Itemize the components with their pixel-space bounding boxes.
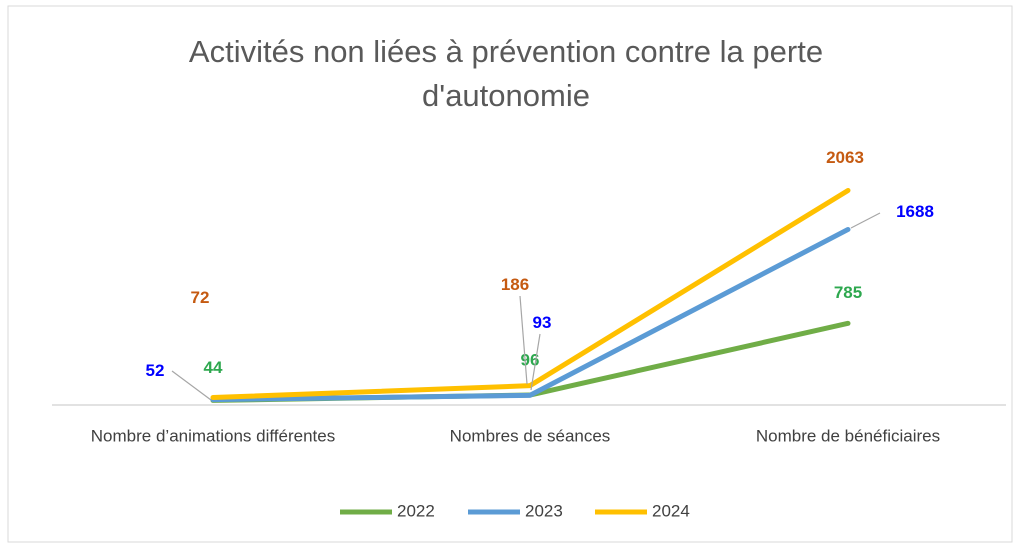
data-label: 93: [533, 313, 552, 332]
leader-line: [530, 333, 541, 391]
data-label: 52: [146, 361, 165, 380]
x-tick-label: Nombre de bénéficiaires: [756, 426, 940, 445]
legend-label: 2023: [525, 501, 563, 520]
data-label: 1688: [896, 202, 934, 221]
x-tick-label: Nombre d’animations différentes: [91, 426, 335, 445]
x-tick-label: Nombres de séances: [450, 426, 611, 445]
legend-label: 2022: [397, 501, 435, 520]
leader-line: [171, 370, 212, 401]
legend-label: 2024: [652, 501, 690, 520]
leader-line: [519, 295, 528, 385]
data-label: 72: [191, 288, 210, 307]
data-label: 2063: [826, 148, 864, 167]
series-line: [210, 226, 851, 403]
chart-frame: [7, 5, 1013, 543]
series-line: [210, 187, 851, 401]
leader-line: [850, 212, 881, 229]
data-label: 186: [501, 275, 529, 294]
data-label: 785: [834, 283, 862, 302]
chart-title: Activités non liées à prévention contre …: [188, 34, 824, 113]
data-label: 44: [204, 358, 223, 377]
